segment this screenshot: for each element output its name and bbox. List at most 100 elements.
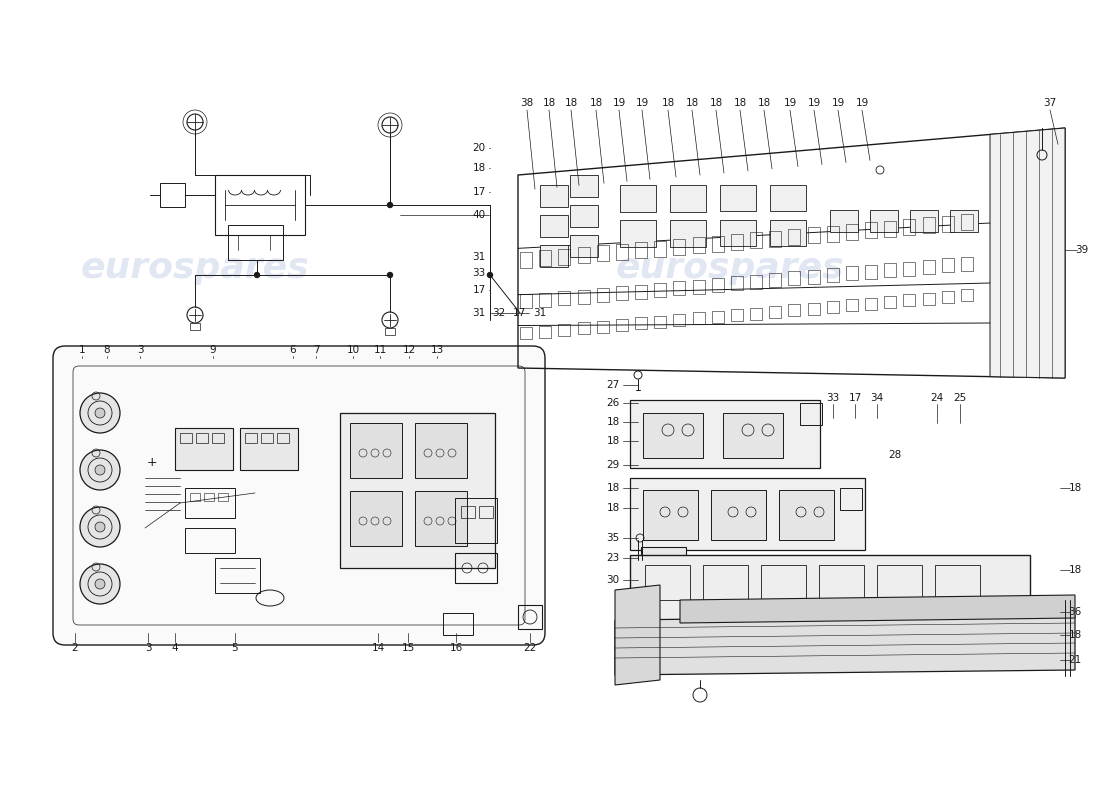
- Text: 18: 18: [685, 98, 698, 108]
- Bar: [415, 491, 468, 546]
- Polygon shape: [680, 595, 1075, 623]
- Bar: [630, 400, 820, 468]
- Text: 19: 19: [856, 98, 869, 108]
- Text: 18: 18: [758, 98, 771, 108]
- Text: 18: 18: [606, 483, 619, 493]
- Bar: [720, 185, 756, 211]
- Bar: [723, 413, 783, 458]
- Text: 22: 22: [524, 643, 537, 653]
- Circle shape: [95, 408, 104, 418]
- Bar: [620, 185, 656, 212]
- Text: 40: 40: [472, 210, 485, 220]
- Bar: [245, 433, 257, 443]
- Text: 15: 15: [402, 643, 415, 653]
- Bar: [185, 488, 235, 518]
- Bar: [670, 220, 706, 247]
- Bar: [620, 220, 656, 247]
- Bar: [770, 185, 806, 211]
- Bar: [641, 547, 686, 577]
- Text: 24: 24: [931, 393, 944, 403]
- Text: 3: 3: [136, 345, 143, 355]
- Polygon shape: [615, 585, 660, 685]
- Bar: [540, 245, 568, 267]
- Bar: [820, 565, 864, 600]
- Circle shape: [80, 564, 120, 604]
- Bar: [443, 613, 473, 635]
- Text: 18: 18: [590, 98, 603, 108]
- Bar: [350, 423, 402, 478]
- Text: 29: 29: [606, 460, 619, 470]
- Bar: [240, 428, 298, 470]
- Bar: [478, 506, 493, 518]
- Bar: [190, 493, 200, 501]
- Polygon shape: [990, 128, 1065, 378]
- Text: 19: 19: [613, 98, 626, 108]
- Text: 18: 18: [661, 98, 674, 108]
- Circle shape: [254, 273, 260, 278]
- Bar: [214, 558, 260, 593]
- Circle shape: [80, 393, 120, 433]
- Text: 18: 18: [1068, 483, 1081, 493]
- Text: 17: 17: [848, 393, 861, 403]
- Text: eurospares: eurospares: [616, 251, 845, 285]
- Bar: [218, 493, 228, 501]
- Text: 18: 18: [606, 503, 619, 513]
- Text: 30: 30: [606, 575, 619, 585]
- Bar: [540, 185, 568, 207]
- Bar: [350, 491, 402, 546]
- Bar: [160, 183, 185, 207]
- Text: 7: 7: [312, 345, 319, 355]
- Text: 18: 18: [472, 163, 485, 173]
- Bar: [644, 413, 703, 458]
- Text: 6: 6: [289, 345, 296, 355]
- Text: 27: 27: [606, 380, 619, 390]
- Text: 13: 13: [430, 345, 443, 355]
- Text: 26: 26: [606, 398, 619, 408]
- Text: eurospares: eurospares: [80, 251, 309, 285]
- Text: 23: 23: [606, 553, 619, 563]
- Text: 25: 25: [954, 393, 967, 403]
- Text: 12: 12: [403, 345, 416, 355]
- Circle shape: [95, 579, 104, 589]
- Text: 39: 39: [1076, 245, 1089, 255]
- Bar: [455, 553, 497, 583]
- Bar: [385, 328, 395, 335]
- Bar: [212, 433, 224, 443]
- Bar: [830, 210, 858, 232]
- Text: 33: 33: [472, 268, 485, 278]
- Text: 5: 5: [232, 643, 239, 653]
- Bar: [570, 205, 598, 227]
- Circle shape: [95, 522, 104, 532]
- Bar: [720, 220, 756, 246]
- Bar: [455, 498, 497, 543]
- Text: 17: 17: [513, 308, 526, 318]
- Text: 31: 31: [534, 308, 547, 318]
- Text: 4: 4: [172, 643, 178, 653]
- Bar: [570, 235, 598, 257]
- Circle shape: [80, 507, 120, 547]
- Text: 37: 37: [1044, 98, 1057, 108]
- Bar: [180, 433, 192, 443]
- Bar: [228, 225, 283, 260]
- Bar: [185, 528, 235, 553]
- Text: 19: 19: [807, 98, 821, 108]
- Bar: [190, 323, 200, 330]
- Text: 18: 18: [564, 98, 578, 108]
- Text: 19: 19: [783, 98, 796, 108]
- Text: 35: 35: [606, 533, 619, 543]
- Text: 16: 16: [450, 643, 463, 653]
- Bar: [761, 565, 806, 600]
- Bar: [214, 175, 305, 235]
- Bar: [670, 185, 706, 212]
- Text: 3: 3: [145, 643, 152, 653]
- Text: 36: 36: [1068, 607, 1081, 617]
- Text: 34: 34: [870, 393, 883, 403]
- Bar: [518, 605, 542, 629]
- Bar: [840, 488, 862, 510]
- Text: 8: 8: [103, 345, 110, 355]
- Bar: [277, 433, 289, 443]
- Bar: [570, 175, 598, 197]
- Text: 17: 17: [472, 285, 485, 295]
- Text: 18: 18: [606, 417, 619, 427]
- Text: 10: 10: [346, 345, 360, 355]
